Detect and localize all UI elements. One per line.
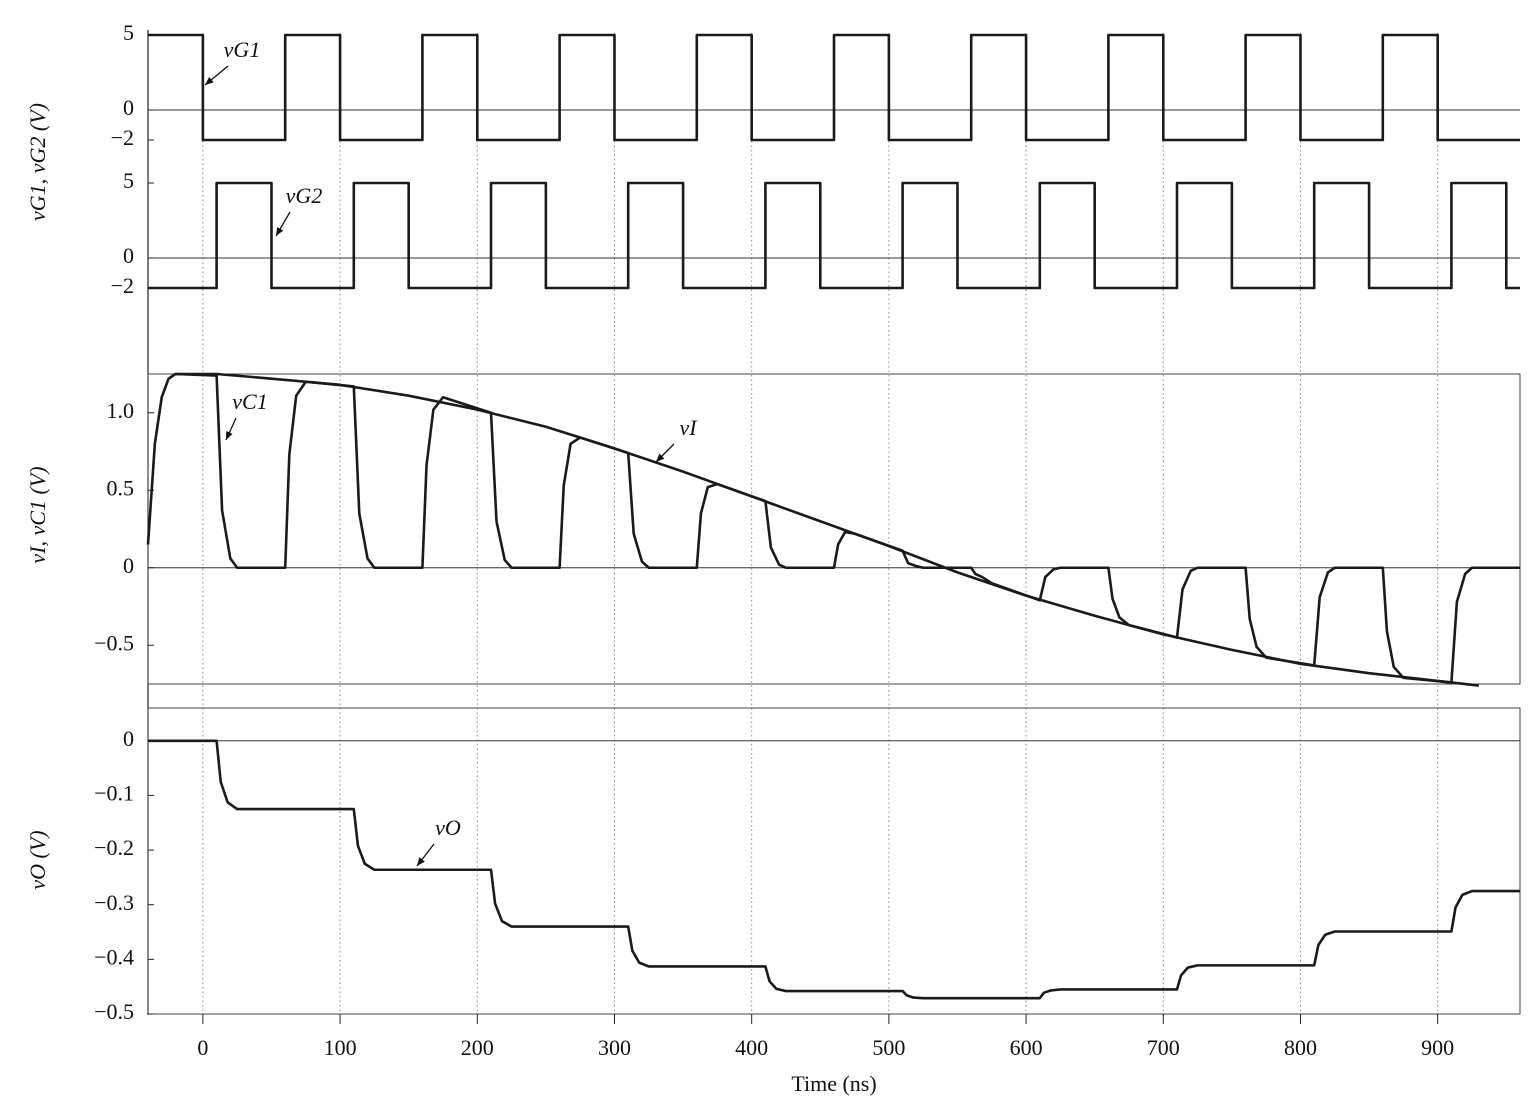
x-axis-label: Time (ns) [791,1071,876,1096]
series-line [146,372,1520,684]
y-tick-label: 0 [123,243,134,268]
y-axis-label: vG1, vG2 (V) [25,103,50,221]
y-tick-label: 0 [123,95,134,120]
arrow-head [205,77,214,85]
y-tick-label: 0 [123,553,134,578]
y-tick-label: 0 [123,726,134,751]
x-tick-label: 900 [1421,1035,1454,1060]
series-label: vG1 [224,37,261,62]
y-tick-label: −0.4 [94,944,134,969]
plot-frame [147,707,1521,1015]
arrow-head [417,857,425,866]
x-tick-label: 700 [1147,1035,1180,1060]
series-line [148,739,1520,1000]
y-axis-label: vI, vC1 (V) [25,466,50,563]
y-tick-label: −0.5 [94,630,134,655]
y-tick-label: 5 [123,168,134,193]
y-tick-label: −0.2 [94,835,134,860]
x-tick-label: 0 [197,1035,208,1060]
y-tick-label: −0.1 [94,780,134,805]
x-tick-label: 100 [324,1035,357,1060]
y-tick-label: 5 [123,20,134,45]
x-tick-label: 200 [461,1035,494,1060]
y-tick-label: 0.5 [107,475,135,500]
y-tick-label: 1.0 [107,398,135,423]
y-tick-label: −0.5 [94,999,134,1024]
x-tick-label: 400 [735,1035,768,1060]
x-tick-label: 800 [1284,1035,1317,1060]
y-tick-label: −0.3 [94,890,134,915]
arrow-head [226,431,233,440]
series-label: vI [679,415,698,440]
series-line [148,33,1520,142]
y-tick-label: −2 [111,125,134,150]
y-axis-label: vO (V) [25,830,50,889]
series-label: vC1 [232,389,267,414]
plot-frame [147,373,1521,685]
x-tick-label: 300 [598,1035,631,1060]
series-label: vG2 [286,183,323,208]
series-line [148,181,1520,290]
series-label: vO [435,815,461,840]
arrow-head [656,453,665,462]
series-line [175,372,1479,687]
arrow-head [276,227,284,236]
x-tick-label: 600 [1010,1035,1043,1060]
y-tick-label: −2 [111,273,134,298]
x-tick-label: 500 [872,1035,905,1060]
